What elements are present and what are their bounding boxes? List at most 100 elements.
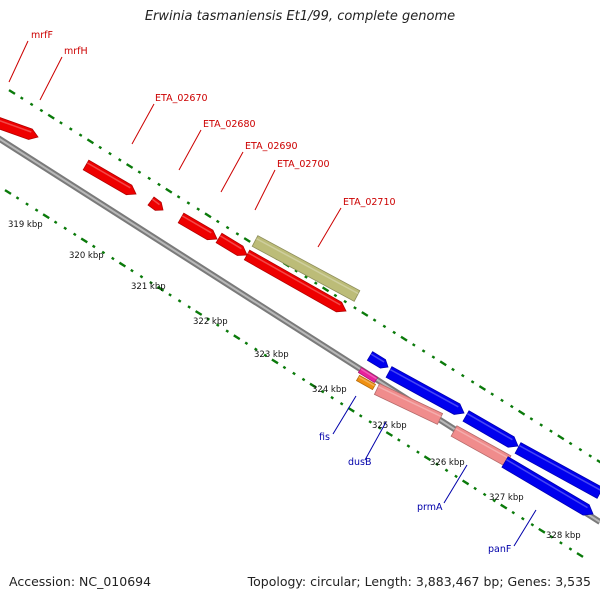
scale-tick [233,334,241,341]
gene-label: ETA_02700 [277,159,330,170]
outer-tick-track [8,89,600,464]
scale-tick [517,409,526,416]
scale-tick [157,182,161,187]
scale-tick [68,127,73,131]
scale-tick [568,547,573,551]
scale-tick [500,503,508,510]
scale-tick [125,163,134,169]
callout-line [364,421,387,461]
scale-tick [137,170,142,174]
scale-tick [406,444,411,448]
scale-tick [372,318,377,322]
gene-fis-orange [355,374,377,391]
scale-tick [368,420,373,424]
scale-tick [72,232,77,237]
scale-tick [361,311,369,317]
gene-label: fis [319,432,330,443]
accession-text: Accession: NC_010694 [9,574,152,589]
callout-line [513,509,537,547]
gene-panF-2 [501,456,594,516]
scale-label: 320 kbp [69,251,104,261]
scale-tick [149,280,153,285]
gene-mrfF-region [0,117,39,140]
callout-line [131,103,155,145]
scale-tick [301,377,306,382]
gene-label: ETA_02680 [203,119,256,130]
scale-tick [34,208,39,212]
gene-label: panF [488,544,511,555]
gene-dusB-pink [373,383,444,425]
scale-tick [117,158,122,162]
scale-tick [578,447,583,452]
scale-tick [492,498,497,503]
scale-tick [177,299,182,303]
scale-tick [520,516,525,521]
gene-features [0,117,600,516]
scale-tick [478,385,487,391]
scale-tick [444,468,449,473]
scale-tick [53,220,58,225]
scale-tick [382,324,387,329]
scale-tick [339,401,344,406]
scale-tick [511,510,516,515]
genome-stats-text: Topology: circular; Length: 3,883,467 bp… [247,574,591,589]
scale-tick [215,323,220,327]
scale-tick [400,335,408,342]
gene-prmA-pink [450,425,512,467]
scale-label: 322 kbp [193,317,228,327]
scale-tick [377,426,382,430]
scale-tick [108,151,112,156]
gene-label: prmA [417,502,443,513]
gene-label: ETA_02710 [343,197,396,208]
scale-tick [435,462,439,467]
scale-tick [59,121,63,125]
scale-tick [91,244,96,249]
scale-tick [225,329,230,333]
gene-eta-02690 [215,232,248,256]
gene-label: mrfF [31,30,53,41]
scale-labels: 319 kbp 320 kbp 321 kbp 322 kbp 323 kbp 324 k… [8,220,581,541]
scale-tick [482,492,487,497]
scale-tick [358,414,363,418]
scale-tick [343,299,348,304]
scale-tick [194,310,203,316]
callout-line [39,56,63,101]
scale-tick [243,237,251,243]
scale-tick [165,187,173,194]
scale-tick [557,434,565,441]
scale-tick [588,454,593,458]
scale-tick [147,176,152,181]
scale-tick [39,108,44,113]
scale-tick [86,138,95,145]
scale-tick [78,133,83,137]
scale-tick [304,275,308,279]
scale-tick [225,225,230,230]
callout-line [443,464,468,504]
gene-eta-02710 [251,235,361,302]
scale-tick [42,213,50,220]
scale-tick [530,522,535,527]
scale-tick [254,347,258,352]
callout-line [317,207,342,248]
inner-tick-track [4,189,584,558]
scale-label: 328 kbp [546,531,581,541]
scale-tick [451,367,455,372]
scale-tick [263,353,268,358]
scale-tick [431,355,436,359]
scale-tick [473,486,477,491]
scale-tick [470,380,475,384]
scale-tick [294,269,299,273]
scale-tick [397,438,401,442]
scale-tick [25,202,29,206]
scale-tick [98,145,103,150]
scale-label: 327 kbp [489,493,524,503]
scale-tick [156,285,165,292]
scale-label: 319 kbp [8,220,43,230]
scale-tick [235,232,240,236]
scale-tick [320,389,325,394]
scale-tick [111,256,115,261]
scale-tick [559,541,563,545]
scale-tick [130,268,134,273]
scale-tick [118,261,127,268]
scale-tick [392,330,397,335]
